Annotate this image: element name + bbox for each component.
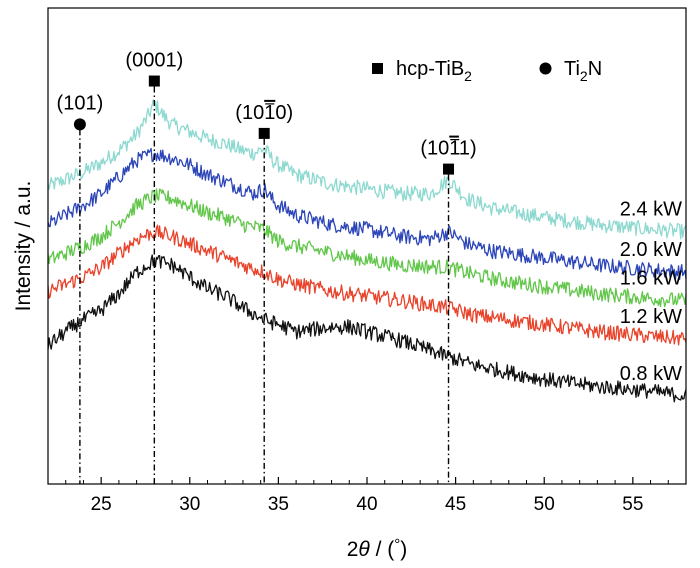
series-line-1-6-kw xyxy=(47,188,687,308)
peak-label: (101) xyxy=(57,92,104,114)
x-tick-label: 35 xyxy=(268,494,289,515)
series-label: 2.4 kW xyxy=(620,199,682,221)
x-axis-title: 2θ / (°) xyxy=(347,536,408,561)
x-tick-label: 55 xyxy=(622,494,643,515)
series-labels: 2.4 kW 2.0 kW 1.6 kW 1.2 kW 0.8 kW xyxy=(620,199,682,385)
peak-marker-square xyxy=(148,75,160,87)
legend: hcp-TiB2 Ti2N xyxy=(372,58,602,84)
series-label: 1.6 kW xyxy=(620,268,682,290)
legend-marker-circle xyxy=(539,62,552,75)
peak-markers: (101) (0001) (1010) (1011) xyxy=(57,50,477,484)
x-tick-label: 40 xyxy=(356,494,377,515)
legend-entry-label: Ti2N xyxy=(564,58,602,84)
peak-marker-circle xyxy=(73,118,86,131)
x-tick-label: 30 xyxy=(179,494,200,515)
legend-marker-square xyxy=(372,63,383,74)
x-tick-label: 25 xyxy=(91,494,112,515)
axes: 25 30 35 40 45 50 55 2θ / (°) Intensity / a.u. xyxy=(12,7,687,561)
series-line-2-0-kw xyxy=(47,147,687,280)
peak-label: (1011) xyxy=(420,138,476,160)
series-label: 1.2 kW xyxy=(620,306,682,328)
peak-marker-square xyxy=(258,127,270,139)
series-label: 0.8 kW xyxy=(620,363,682,385)
y-axis-title: Intensity / a.u. xyxy=(12,181,35,312)
x-tick-label: 45 xyxy=(445,494,466,515)
peak-marker-square xyxy=(443,163,455,175)
x-tick-label: 50 xyxy=(534,494,555,515)
series-line-1-2-kw xyxy=(47,224,687,346)
peak-label: (0001) xyxy=(125,50,183,72)
peak-label: (1010) xyxy=(235,102,293,124)
legend-entry-label: hcp-TiB2 xyxy=(396,58,472,84)
series-label: 2.0 kW xyxy=(620,239,682,261)
